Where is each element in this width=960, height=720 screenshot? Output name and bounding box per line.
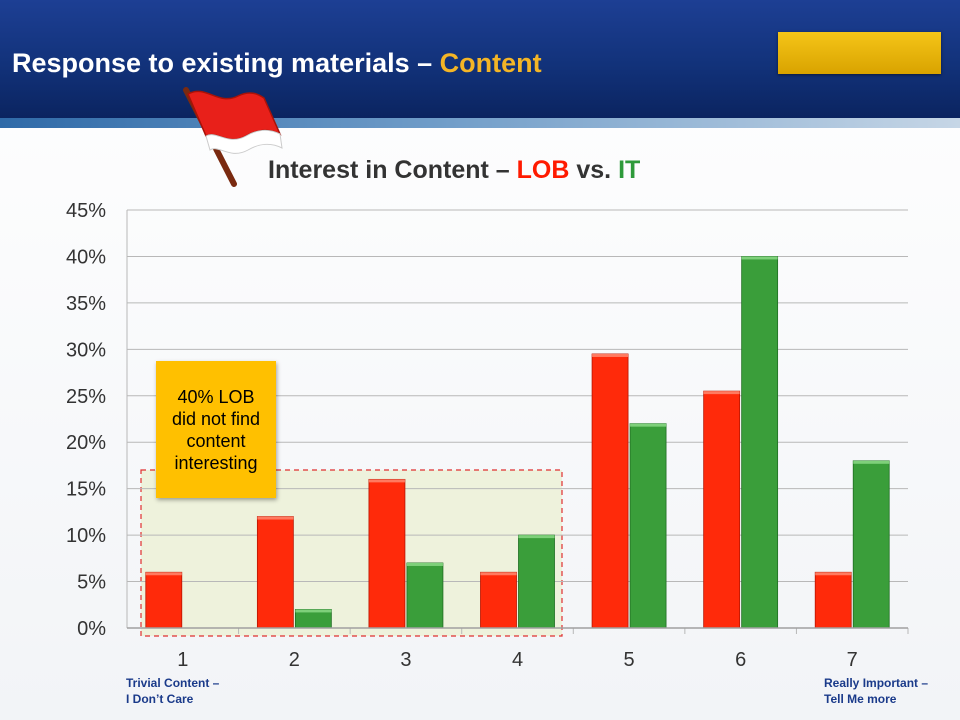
bar-cap — [295, 609, 332, 613]
x-tick-label: 4 — [512, 649, 523, 671]
bar-cap — [518, 535, 555, 539]
bar-cap — [480, 572, 517, 576]
bar-cap — [630, 423, 667, 427]
header-stripe — [0, 118, 960, 128]
y-tick-label: 15% — [66, 479, 106, 501]
bar-cap — [703, 391, 740, 395]
bar-cap — [368, 479, 405, 483]
bar-cap — [853, 460, 890, 464]
chart-title-prefix: Interest in Content – — [268, 156, 517, 184]
bar-it-6 — [741, 256, 779, 629]
bar-lob-7 — [814, 571, 852, 629]
bar-lob-5 — [591, 353, 629, 629]
gold-banner-box — [778, 32, 941, 74]
bar-lob-4 — [480, 571, 517, 629]
y-tick-label: 20% — [66, 432, 106, 454]
x-tick-label: 2 — [289, 649, 300, 671]
y-tick-label: 5% — [77, 572, 106, 594]
y-tick-label: 45% — [66, 200, 106, 222]
bar-cap — [406, 562, 443, 566]
slide-header: Response to existing materials – Content — [0, 0, 960, 118]
x-tick-label: 5 — [624, 649, 635, 671]
bar-lob-3 — [368, 478, 406, 629]
slide-title-accent: Content — [439, 48, 542, 78]
red-flag-icon — [183, 87, 283, 187]
bar-lob-2 — [256, 516, 294, 629]
x-tick-label: 3 — [400, 649, 411, 671]
bar-lob-6 — [703, 390, 741, 629]
x-tick-label: 6 — [735, 649, 746, 671]
chart-title-it: IT — [618, 156, 641, 184]
bar-it-5 — [629, 423, 667, 629]
callout-note: 40% LOB did not find content interesting — [156, 361, 276, 498]
y-tick-label: 40% — [66, 246, 106, 268]
bar-it-3 — [406, 562, 444, 629]
x-tick-label: 7 — [847, 649, 858, 671]
y-tick-label: 35% — [66, 293, 106, 315]
bar-it-4 — [518, 534, 555, 629]
y-tick-label: 25% — [66, 386, 106, 408]
bar-cap — [592, 353, 629, 357]
bar-cap — [815, 572, 852, 576]
x-high-label: Really Important – Tell Me more — [824, 676, 929, 706]
x-tick-label: 1 — [177, 649, 188, 671]
slide-title: Response to existing materials – Content — [12, 48, 542, 79]
chart-title-lob: LOB — [516, 156, 570, 184]
slide-title-prefix: Response to existing materials – — [12, 48, 440, 78]
chart-title-vs: vs. — [569, 156, 619, 184]
y-tick-label: 30% — [66, 339, 106, 361]
bar-cap — [741, 256, 778, 260]
bar-it-7 — [852, 460, 890, 629]
chart-title: Interest in Content – LOB vs. IT — [268, 156, 640, 185]
y-tick-label: 10% — [66, 525, 106, 547]
bar-cap — [257, 516, 294, 520]
x-low-label: Trivial Content – I Don’t Care — [126, 676, 220, 706]
y-tick-label: 0% — [77, 618, 106, 640]
bar-cap — [145, 572, 182, 576]
bar-lob-1 — [145, 571, 183, 629]
